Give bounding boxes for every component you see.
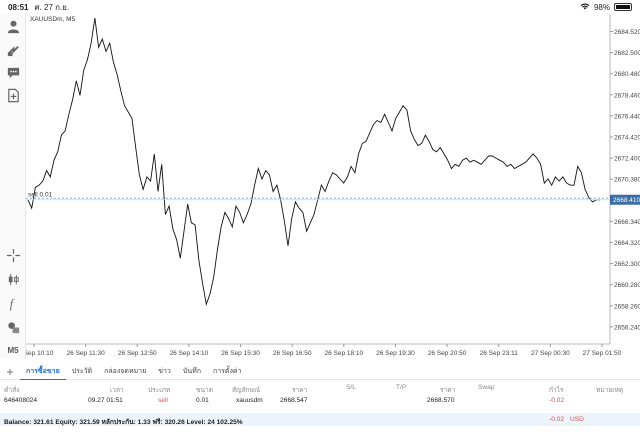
objects-icon[interactable] — [4, 318, 22, 336]
chart-svg[interactable]: 2684.520 2682.500 2680.480 2678.460 2676.440… — [26, 14, 640, 359]
row-type: sell — [158, 397, 168, 404]
x-tick-label: 26 Sep 19:30 — [376, 350, 415, 357]
col-type: ประเภท — [148, 387, 171, 394]
y-tick-label: 2678.460 — [614, 92, 640, 99]
wifi-icon — [580, 2, 590, 12]
x-tick-label: 26 Sep 15:30 — [221, 350, 260, 357]
x-tick-label: 26 Sep 14:10 — [170, 350, 209, 357]
y-tick-label: 2676.440 — [614, 113, 640, 120]
order-line-label: sell 0.01 — [28, 191, 53, 198]
col-tp: T/P — [396, 384, 407, 391]
balance-bar: Balance: 321.61 Equity: 321.59 หลักประกั… — [0, 413, 640, 426]
tab-news[interactable]: ข่าว — [158, 368, 171, 375]
svg-text:f: f — [9, 297, 14, 311]
current-price-tag — [610, 194, 640, 205]
trade-icon[interactable] — [4, 40, 22, 58]
y-tick-label: 2660.280 — [614, 282, 640, 289]
tab-mailbox[interactable]: กล่องจดหมาย — [104, 368, 147, 375]
col-symbol: สัญลักษณ์ — [232, 387, 261, 394]
price-chart[interactable]: 2684.520 2682.500 2680.480 2678.460 2676.440… — [26, 14, 640, 359]
status-time: 08:51 — [8, 2, 29, 12]
y-tick-label: 2664.320 — [614, 240, 640, 247]
tab-settings[interactable]: การตั้งค่า — [212, 368, 242, 375]
chat-icon[interactable] — [4, 63, 22, 81]
row-time: 09.27 01:51 — [88, 397, 123, 404]
table-row[interactable]: 646408024 09.27 01:51 sell 0.01 xauusdm … — [0, 394, 640, 407]
symbol-label: XAUUSDm, M5 — [30, 16, 76, 23]
timeframe-label[interactable]: M5 — [7, 345, 19, 355]
crosshair-icon[interactable] — [4, 246, 22, 264]
row-symbol: xauusdm — [236, 397, 263, 404]
x-tick-label: 26 Sep 18:10 — [324, 350, 363, 357]
y-tick-label: 2682.500 — [614, 50, 640, 57]
current-price-label: 2668.410 — [613, 197, 640, 204]
x-tick-label: 26 Sep 12:50 — [118, 350, 157, 357]
col-ticket: คำสั่ง — [4, 387, 20, 394]
y-tick-label: 2680.480 — [614, 71, 640, 78]
left-toolbar: f M5 — [0, 14, 26, 359]
col-comment: หมายเหตุ — [596, 387, 624, 394]
col-swap: Swap — [478, 384, 495, 391]
y-tick-label: 2674.420 — [614, 134, 640, 141]
total-profit: -0.02 — [549, 416, 565, 423]
battery-icon — [614, 3, 632, 11]
x-tick-label: 26 Sep 20:50 — [428, 350, 467, 357]
row-cur-price: 2668.570 — [427, 397, 455, 404]
row-volume: 0.01 — [196, 397, 209, 404]
price-line — [27, 18, 600, 307]
tab-trade[interactable]: การซื้อขาย — [20, 364, 66, 380]
col-time: เวลา — [110, 387, 124, 394]
col-profit: กำไร — [549, 387, 564, 394]
y-tick-label: 2666.340 — [614, 219, 640, 226]
indicators-icon[interactable]: f — [4, 294, 22, 312]
x-tick-label: 26 Sep 23:11 — [480, 350, 519, 357]
x-tick-label: 26 Sep 10:10 — [26, 350, 54, 357]
y-tick-label: 2672.400 — [614, 156, 640, 163]
y-tick-label: 2658.260 — [614, 303, 640, 310]
bottom-tabs: + การซื้อขาย ประวัติ กล่องจดหมาย ข่าว บั… — [0, 364, 640, 380]
candles-icon[interactable] — [4, 270, 22, 288]
status-bar: 08:51 ศ. 27 ก.ย. 98% — [0, 0, 640, 14]
table-header: คำสั่ง เวลา ประเภท ขนาด สัญลักษณ์ ราคา S… — [0, 381, 640, 394]
tab-journal[interactable]: บันทึก — [182, 368, 201, 375]
y-tick-label: 2662.300 — [614, 261, 640, 268]
status-date: ศ. 27 ก.ย. — [34, 2, 70, 12]
y-tick-label: 2684.520 — [614, 29, 640, 36]
new-order-icon[interactable] — [4, 86, 22, 104]
y-tick-label: 2670.380 — [614, 177, 640, 184]
x-tick-label: 26 Sep 16:50 — [273, 350, 312, 357]
col-cur-price: ราคา — [440, 387, 456, 394]
x-tick-label: 27 Sep 00:30 — [531, 350, 570, 357]
battery-percent: 98% — [593, 2, 610, 12]
account-icon[interactable] — [4, 17, 22, 35]
row-ticket: 646408024 — [4, 397, 38, 404]
y-tick-label: 2656.240 — [614, 324, 640, 331]
row-price: 2668.547 — [280, 397, 308, 404]
col-price: ราคา — [292, 387, 308, 394]
col-volume: ขนาด — [196, 387, 213, 394]
x-tick-label: 26 Sep 11:30 — [67, 350, 106, 357]
x-tick-label: 27 Sep 01:50 — [583, 350, 622, 357]
col-sl: S/L — [346, 384, 356, 391]
positions-table: คำสั่ง เวลา ประเภท ขนาด สัญลักษณ์ ราคา S… — [0, 381, 640, 407]
balance-text: Balance: 321.61 Equity: 321.59 หลักประกั… — [4, 419, 243, 426]
add-icon[interactable]: + — [6, 364, 14, 379]
status-right: 98% — [580, 2, 632, 12]
tab-history[interactable]: ประวัติ — [71, 368, 93, 375]
currency-label: USD — [570, 416, 584, 423]
row-profit: -0.02 — [549, 397, 565, 404]
